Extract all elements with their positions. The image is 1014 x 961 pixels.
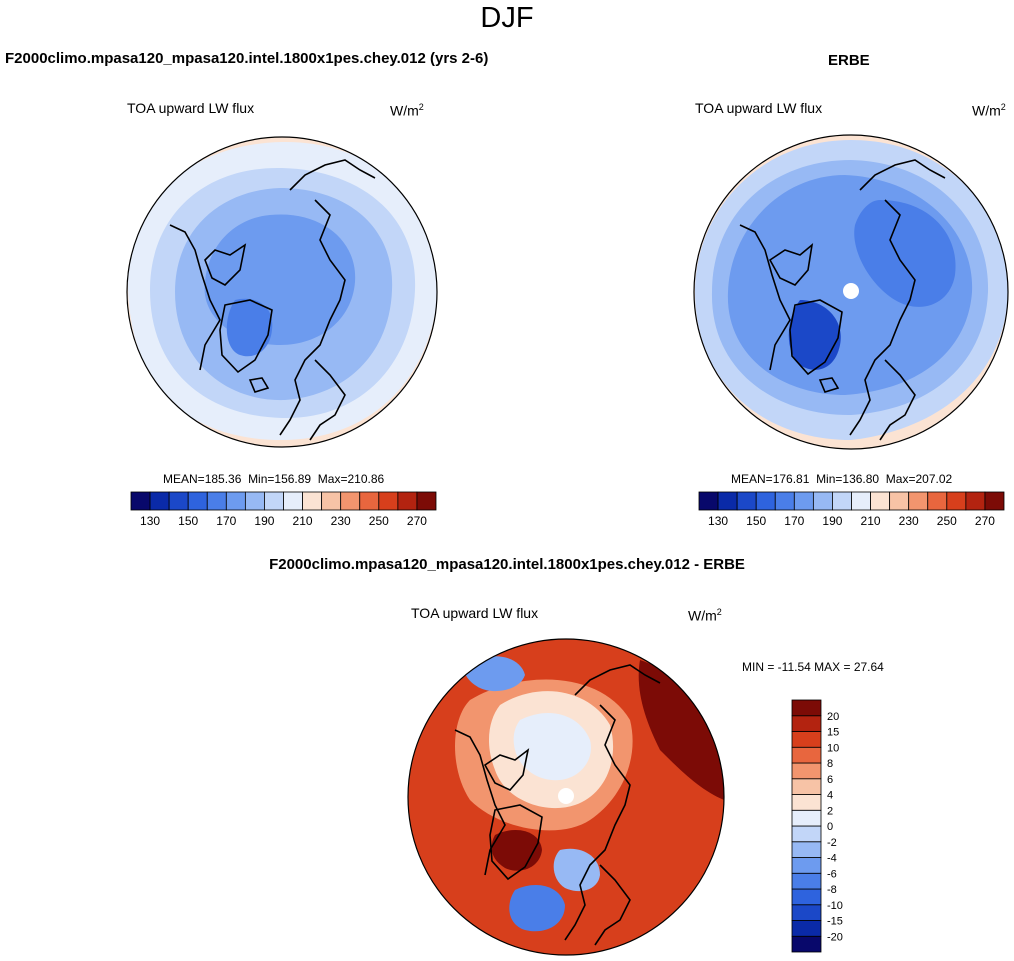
model-colorbar-tick-label: 270 (407, 514, 427, 528)
obs-colorbar-tick-label: 210 (861, 514, 881, 528)
diff-colorbar-tick-label: 15 (827, 727, 839, 739)
model-colorbar-tick-label: 210 (293, 514, 313, 528)
model-coastlines (169, 159, 376, 441)
obs-colorbar-tick-label: 270 (975, 514, 995, 528)
model-colorbar-tick-label: 130 (140, 514, 160, 528)
diff-region-arctic-core (513, 712, 591, 781)
diff-colorbar-box (791, 935, 822, 953)
obs-panel-title: ERBE (828, 52, 870, 69)
diff-colorbar-box (791, 746, 822, 764)
diff-colorbar-box (791, 731, 822, 748)
diff-colorbar-tick-label: 4 (827, 790, 833, 802)
diff-colorbar-tick-label: 0 (827, 821, 833, 833)
model-stats: MEAN=185.36 Min=156.89 Max=210.86 (163, 472, 385, 486)
obs-colorbar-tick-label: 230 (899, 514, 919, 528)
diff-colorbar-box (791, 762, 822, 780)
obs-colorbar-tick-label: 250 (937, 514, 957, 528)
model-units-label: W/m2 (390, 102, 424, 119)
obs-units-label: W/m2 (972, 102, 1006, 119)
diff-panel-title: F2000climo.mpasa120_mpasa120.intel.1800x… (269, 556, 745, 573)
model-colorbar-tick-label: 230 (331, 514, 351, 528)
diff-colorbar-tick-label: 2 (827, 805, 833, 817)
model-colorbar-tick-label: 190 (254, 514, 274, 528)
model-panel-title: F2000climo.mpasa120_mpasa120.intel.1800x… (5, 50, 489, 67)
diff-region-pacific (638, 660, 724, 800)
obs-pole-hole (843, 283, 859, 299)
diff-colorbar-tick-label: 20 (827, 711, 839, 723)
page-title: DJF (480, 2, 534, 34)
diff-colorbar-tick-label: -2 (827, 837, 837, 849)
obs-region-greenland (788, 300, 841, 370)
diff-colorbar-box (791, 794, 822, 811)
diff-variable-label: TOA upward LW flux (411, 605, 539, 621)
model-colorbar-tick-label: 170 (216, 514, 236, 528)
model-colorbar-tick-label: 150 (178, 514, 198, 528)
diff-colorbar-box (791, 809, 822, 827)
model-region-greenland (226, 298, 273, 357)
obs-colorbar-tick-label: 130 (708, 514, 728, 528)
diff-colorbar-box (791, 888, 822, 906)
obs-colorbar-tick-label: 170 (784, 514, 804, 528)
obs-variable-label: TOA upward LW flux (695, 100, 823, 116)
obs-colorbar-tick-label: 190 (822, 514, 842, 528)
diff-coastlines (454, 664, 661, 946)
model-colorbar-tick-label: 250 (369, 514, 389, 528)
diff-colorbar-tick-label: -8 (827, 884, 837, 896)
diff-pole-hole (558, 788, 574, 804)
diff-region-europe (509, 885, 565, 932)
diff-colorbar-tick-label: -15 (827, 916, 843, 928)
diff-colorbar-tick-label: 8 (827, 758, 833, 770)
diff-minmax: MIN = -11.54 MAX = 27.64 (742, 660, 884, 674)
model-map-border (126, 136, 438, 448)
diff-colorbar-box (791, 904, 822, 921)
diff-colorbar-box (791, 841, 822, 858)
diff-colorbar-tick-label: -4 (827, 853, 837, 865)
obs-colorbar-box (984, 491, 1005, 511)
diff-colorbar-tick-label: 6 (827, 774, 833, 786)
model-variable-label: TOA upward LW flux (127, 100, 255, 116)
diff-colorbar-box (791, 778, 822, 795)
obs-colorbar-tick-label: 150 (746, 514, 766, 528)
obs-map-border (693, 134, 1009, 450)
diff-colorbar-tick-label: -20 (827, 931, 843, 943)
diff-colorbar-tick-label: -6 (827, 868, 837, 880)
obs-coastlines (739, 159, 946, 441)
diff-colorbar-box (791, 872, 822, 890)
diff-colorbar-box (791, 857, 822, 874)
diff-colorbar-tick-label: -10 (827, 900, 843, 912)
diff-colorbar-box (791, 715, 822, 732)
diff-region-europe-edge (553, 848, 600, 892)
diff-colorbar-box (791, 699, 822, 717)
obs-stats: MEAN=176.81 Min=136.80 Max=207.02 (731, 472, 953, 486)
diff-map-border (407, 638, 725, 956)
obs-region-siberia (854, 200, 956, 307)
diff-colorbar-box (791, 825, 822, 843)
model-colorbar-box (416, 491, 437, 511)
diff-colorbar-tick-label: 10 (827, 742, 839, 754)
diff-units-label: W/m2 (688, 607, 722, 624)
diff-colorbar-box (791, 920, 822, 937)
